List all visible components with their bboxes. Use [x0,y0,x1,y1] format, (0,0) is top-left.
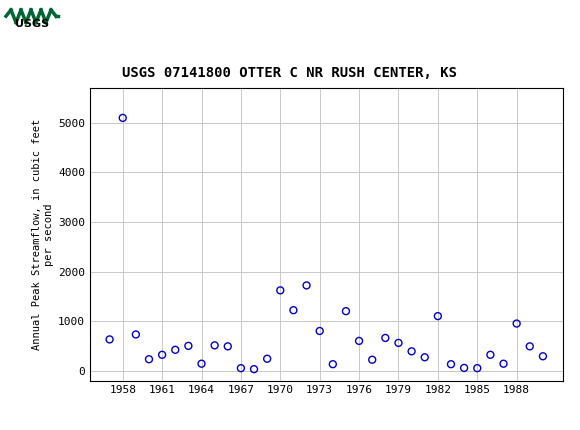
Point [447,361,456,368]
Point [276,287,285,294]
Point [525,343,534,350]
Point [210,342,219,349]
Point [302,282,311,289]
Point [144,356,154,362]
Text: USGS 07141800 OTTER C NR RUSH CENTER, KS: USGS 07141800 OTTER C NR RUSH CENTER, KS [122,65,458,80]
Point [223,343,233,350]
Point [236,365,245,372]
Point [263,355,272,362]
Point [131,331,140,338]
FancyBboxPatch shape [4,3,60,35]
Point [473,365,482,372]
Point [315,328,324,335]
Point [538,353,548,360]
Point [118,114,128,121]
Point [289,307,298,313]
Point [368,356,377,363]
Point [394,339,403,346]
Text: USGS: USGS [15,19,49,29]
Point [171,347,180,353]
Point [512,320,521,327]
Point [341,308,350,315]
Point [158,351,167,358]
Point [184,342,193,349]
Point [459,365,469,372]
Point [249,366,259,372]
Point [105,336,114,343]
Point [380,335,390,341]
Point [197,360,206,367]
Point [433,313,443,319]
Point [328,361,338,368]
Point [485,351,495,358]
Point [407,348,416,355]
Point [499,360,508,367]
Y-axis label: Annual Peak Streamflow, in cubic feet
per second: Annual Peak Streamflow, in cubic feet pe… [32,119,54,350]
Point [420,354,429,361]
Point [354,338,364,344]
